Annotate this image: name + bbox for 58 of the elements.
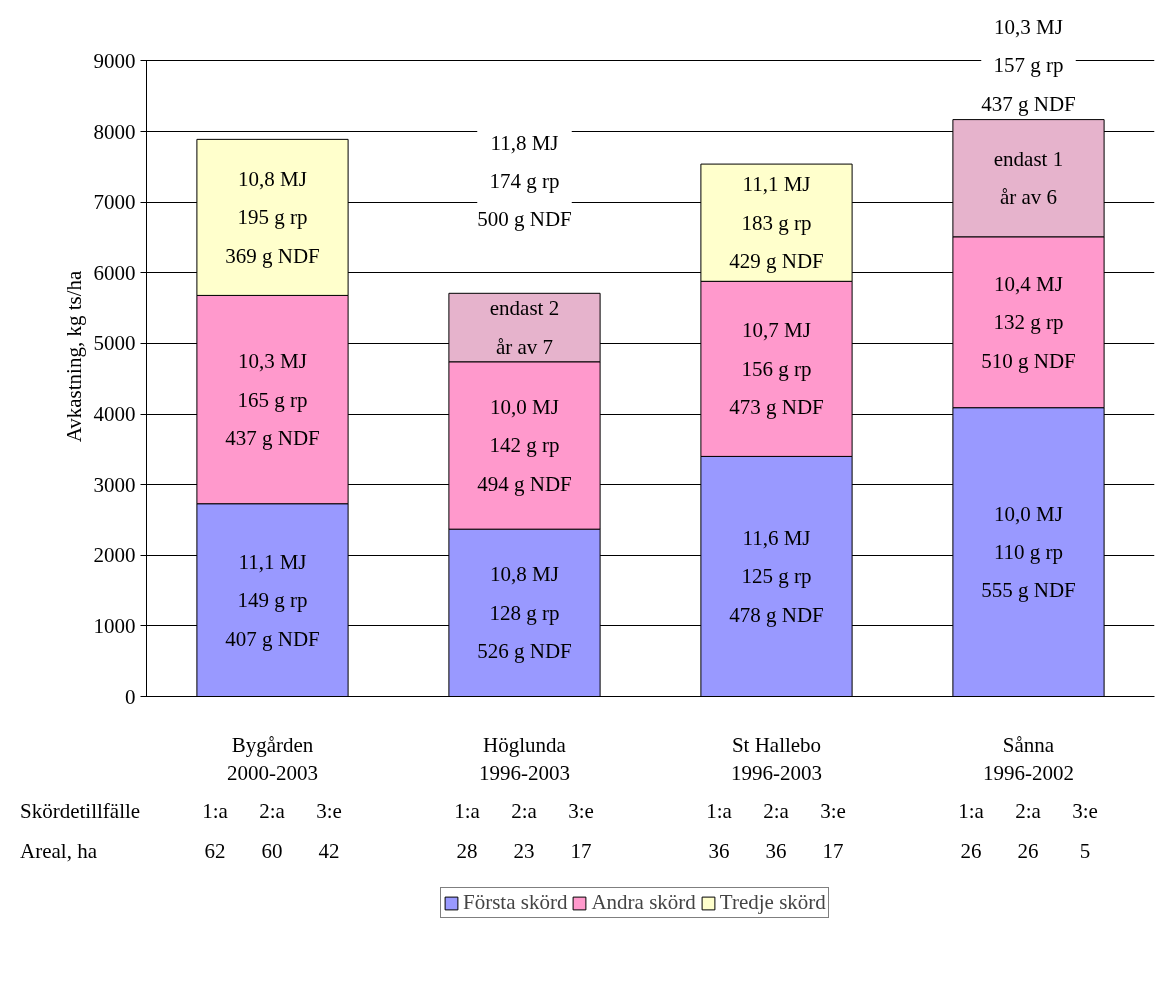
- y-tick-label: 5000: [93, 331, 136, 356]
- text: 17: [570, 838, 592, 865]
- text: 62: [204, 838, 226, 865]
- y-tick-label: 9000: [93, 48, 136, 73]
- annotation: 10,4 MJ 132 g rp 510 g NDF: [981, 271, 1076, 373]
- text: 2:a: [511, 798, 537, 825]
- annotation: endast 1 år av 6: [993, 147, 1064, 210]
- text: Areal, ha: [20, 838, 97, 865]
- text: 28: [456, 838, 478, 865]
- y-tick-label: 7000: [93, 190, 136, 215]
- text: 23: [513, 838, 535, 865]
- y-axis-title: Avkastning, kg ts/ha: [61, 269, 86, 443]
- text: 17: [822, 838, 844, 865]
- text: 2:a: [259, 798, 285, 825]
- y-tick-label: 8000: [93, 119, 136, 144]
- x-tick-label: Bygården 2000-2003: [227, 732, 318, 786]
- text: 1:a: [454, 798, 480, 825]
- annotation: 11,6 MJ 125 g rp 478 g NDF: [729, 526, 824, 627]
- annotation: 11,1 MJ 149 g rp 407 g NDF: [225, 549, 320, 651]
- annotation: 11,8 MJ 174 g rp 500 g NDF: [477, 130, 572, 232]
- y-tick-label: 2000: [93, 543, 136, 568]
- text: 3:e: [568, 798, 594, 825]
- text: 36: [708, 838, 730, 865]
- legend-label: Första skörd: [463, 890, 568, 915]
- y-tick-label: 0: [125, 684, 136, 709]
- text: 42: [318, 838, 340, 865]
- y-tick-label: 6000: [93, 260, 136, 285]
- text: 26: [1017, 838, 1039, 865]
- text: 1:a: [202, 798, 228, 825]
- annotation: 10,7 MJ 156 g rp 473 g NDF: [729, 318, 824, 420]
- text: 1:a: [706, 798, 732, 825]
- annotation: 10,8 MJ 195 g rp 369 g NDF: [225, 166, 320, 268]
- text: 2:a: [1015, 798, 1041, 825]
- legend-label: Andra skörd: [591, 890, 696, 915]
- text: 3:e: [820, 798, 846, 825]
- text: 3:e: [316, 798, 342, 825]
- x-tick-label: Höglunda 1996-2003: [479, 732, 570, 786]
- x-tick-label: Sånna 1996-2002: [983, 732, 1074, 786]
- annotation: endast 2 år av 7: [489, 296, 560, 359]
- text: 3:e: [1072, 798, 1098, 825]
- y-tick-label: 3000: [93, 472, 136, 497]
- text: Skördetillfälle: [20, 798, 141, 825]
- y-tick-label: 4000: [93, 402, 136, 427]
- x-tick-label: St Hallebo 1996-2003: [731, 732, 822, 786]
- text: 26: [960, 838, 982, 865]
- text: 1:a: [958, 798, 984, 825]
- annotation: 10,3 MJ 157 g rp 437 g NDF: [981, 14, 1076, 116]
- text: 36: [765, 838, 787, 865]
- legend-label: Tredje skörd: [719, 890, 826, 915]
- y-tick-label: 1000: [93, 613, 136, 638]
- annotation: 10,3 MJ 165 g rp 437 g NDF: [225, 349, 320, 450]
- text: 5: [1079, 838, 1091, 865]
- text: 2:a: [763, 798, 789, 825]
- annotation: 11,1 MJ 183 g rp 429 g NDF: [729, 172, 824, 274]
- annotation: 10,0 MJ 110 g rp 555 g NDF: [981, 501, 1076, 603]
- annotation: 10,0 MJ 142 g rp 494 g NDF: [477, 395, 572, 496]
- annotation: 10,8 MJ 128 g rp 526 g NDF: [477, 562, 572, 664]
- text: 60: [261, 838, 283, 865]
